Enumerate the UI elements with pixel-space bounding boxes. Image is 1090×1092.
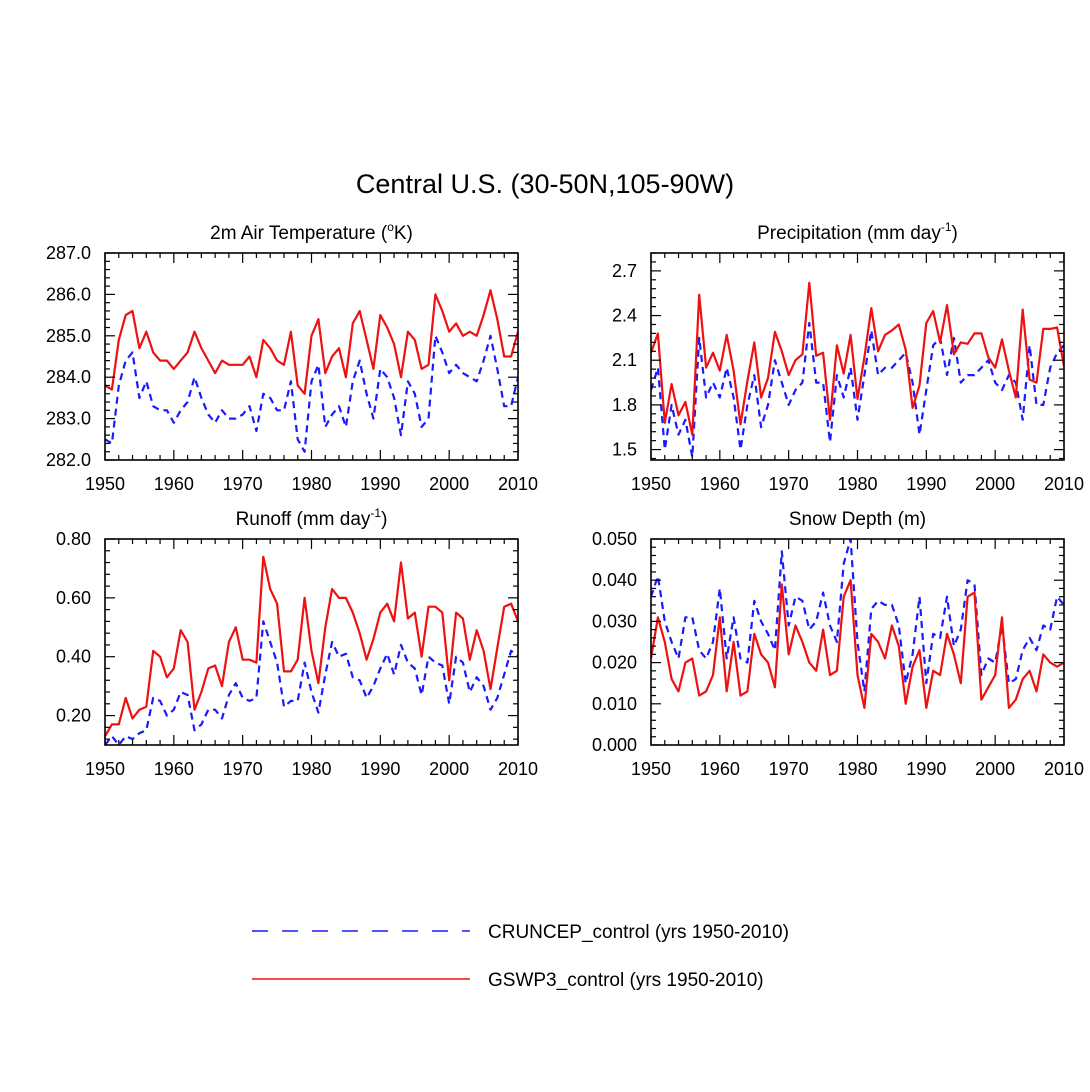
x-tick-label: 1990 <box>360 474 400 494</box>
legend-label-gswp3: GSWP3_control (yrs 1950-2010) <box>488 970 764 991</box>
y-tick-label: 0.000 <box>592 735 637 755</box>
panels: 2m Air Temperature (oK) 1950 1960 1970 1980 1… <box>46 220 1084 779</box>
panel-title-unit-suffix: ) <box>952 223 958 244</box>
x-tick-label: 1990 <box>906 474 946 494</box>
plot-frame <box>650 252 1065 461</box>
panel-title-text: Snow Depth (m) <box>789 509 926 530</box>
x-tick-label: 1950 <box>631 759 671 779</box>
x-tick-label: 1950 <box>85 474 125 494</box>
panel-precipitation: Precipitation (mm day-1) 1950 1960 1970 1980… <box>612 220 1084 494</box>
panel-title: Runoff (mm day-1) <box>236 506 388 530</box>
x-tick-label: 2010 <box>1044 759 1084 779</box>
panel-title-text: Precipitation <box>757 223 867 244</box>
panel-title-unit: (mm day <box>297 509 371 530</box>
figure-title: Central U.S. (30-50N,105-90W) <box>356 169 734 199</box>
x-tick-label: 1970 <box>769 759 809 779</box>
series-line-gswp3-control <box>105 555 518 737</box>
y-tick-label: 0.60 <box>56 588 91 608</box>
x-tick-label: 1970 <box>223 759 263 779</box>
x-tick-label: 2010 <box>1044 474 1084 494</box>
panel-snow-depth: Snow Depth (m) 1950 1960 1970 1980 1990 2000 20… <box>592 509 1084 779</box>
legend-label-cruncep: CRUNCEP_control (yrs 1950-2010) <box>488 922 789 943</box>
x-tick-label: 1990 <box>906 759 946 779</box>
y-tick-label: 286.0 <box>46 284 91 304</box>
y-tick-label: 1.8 <box>612 395 637 415</box>
x-tick-label: 1960 <box>700 759 740 779</box>
y-tick-label: 285.0 <box>46 326 91 346</box>
panel-title: Precipitation (mm day-1) <box>757 220 958 244</box>
panel-title-unit-suffix: K) <box>394 223 413 244</box>
x-tick-label: 2010 <box>498 474 538 494</box>
panel-title-unit-superscript: -1 <box>941 220 952 234</box>
y-tick-label: 287.0 <box>46 243 91 263</box>
panel-title-unit: (mm day <box>867 223 941 244</box>
legend: CRUNCEP_control (yrs 1950-2010) GSWP3_co… <box>252 922 789 991</box>
y-tick-label: 2.4 <box>612 306 637 326</box>
x-tick-label: 2010 <box>498 759 538 779</box>
panel-title-unit-superscript: o <box>387 220 394 234</box>
panel-title-text: Runoff <box>236 509 297 530</box>
x-tick-label: 2000 <box>975 474 1015 494</box>
y-tick-label: 0.40 <box>56 647 91 667</box>
panel-title-text: 2m Air Temperature <box>210 223 381 244</box>
y-tick-label: 0.050 <box>592 529 637 549</box>
y-tick-label: 0.010 <box>592 694 637 714</box>
x-tick-label: 1960 <box>154 759 194 779</box>
x-tick-label: 1950 <box>631 474 671 494</box>
panel-title-unit-superscript: -1 <box>370 506 381 520</box>
series-line-gswp3-control <box>651 281 1064 436</box>
series-line-gswp3-control <box>105 289 518 395</box>
x-tick-label: 2000 <box>429 474 469 494</box>
x-tick-label: 1980 <box>291 474 331 494</box>
y-tick-label: 284.0 <box>46 367 91 387</box>
panel-title-unit-suffix: ) <box>381 509 387 530</box>
x-tick-label: 1960 <box>154 474 194 494</box>
y-tick-label: 0.040 <box>592 570 637 590</box>
x-tick-label: 1980 <box>837 759 877 779</box>
x-tick-label: 2000 <box>429 759 469 779</box>
plot-frame <box>104 252 519 461</box>
y-tick-label: 1.5 <box>612 440 637 460</box>
x-tick-label: 1980 <box>837 474 877 494</box>
x-tick-label: 1980 <box>291 759 331 779</box>
x-tick-label: 1960 <box>700 474 740 494</box>
panel-title: Snow Depth (m) <box>789 509 926 530</box>
x-tick-label: 2000 <box>975 759 1015 779</box>
y-tick-label: 283.0 <box>46 409 91 429</box>
x-tick-label: 1950 <box>85 759 125 779</box>
y-tick-label: 0.20 <box>56 706 91 726</box>
panel-runoff: Runoff (mm day-1) 1950 1960 1970 1980 1990 200… <box>56 506 538 779</box>
y-tick-label: 0.030 <box>592 611 637 631</box>
panel-title-unit: ( <box>381 223 388 244</box>
y-tick-label: 282.0 <box>46 450 91 470</box>
x-tick-label: 1990 <box>360 759 400 779</box>
y-tick-label: 2.1 <box>612 350 637 370</box>
series-line-cruncep-control <box>651 321 1064 459</box>
y-tick-label: 0.80 <box>56 529 91 549</box>
y-tick-label: 0.020 <box>592 653 637 673</box>
series-line-cruncep-control <box>105 334 518 453</box>
series-line-cruncep-control <box>105 620 518 745</box>
series-line-gswp3-control <box>651 579 1064 710</box>
panel-title: 2m Air Temperature (oK) <box>210 220 413 244</box>
x-tick-label: 1970 <box>769 474 809 494</box>
y-tick-label: 2.7 <box>612 261 637 281</box>
x-tick-label: 1970 <box>223 474 263 494</box>
panel-temperature: 2m Air Temperature (oK) 1950 1960 1970 1980 1… <box>46 220 538 494</box>
